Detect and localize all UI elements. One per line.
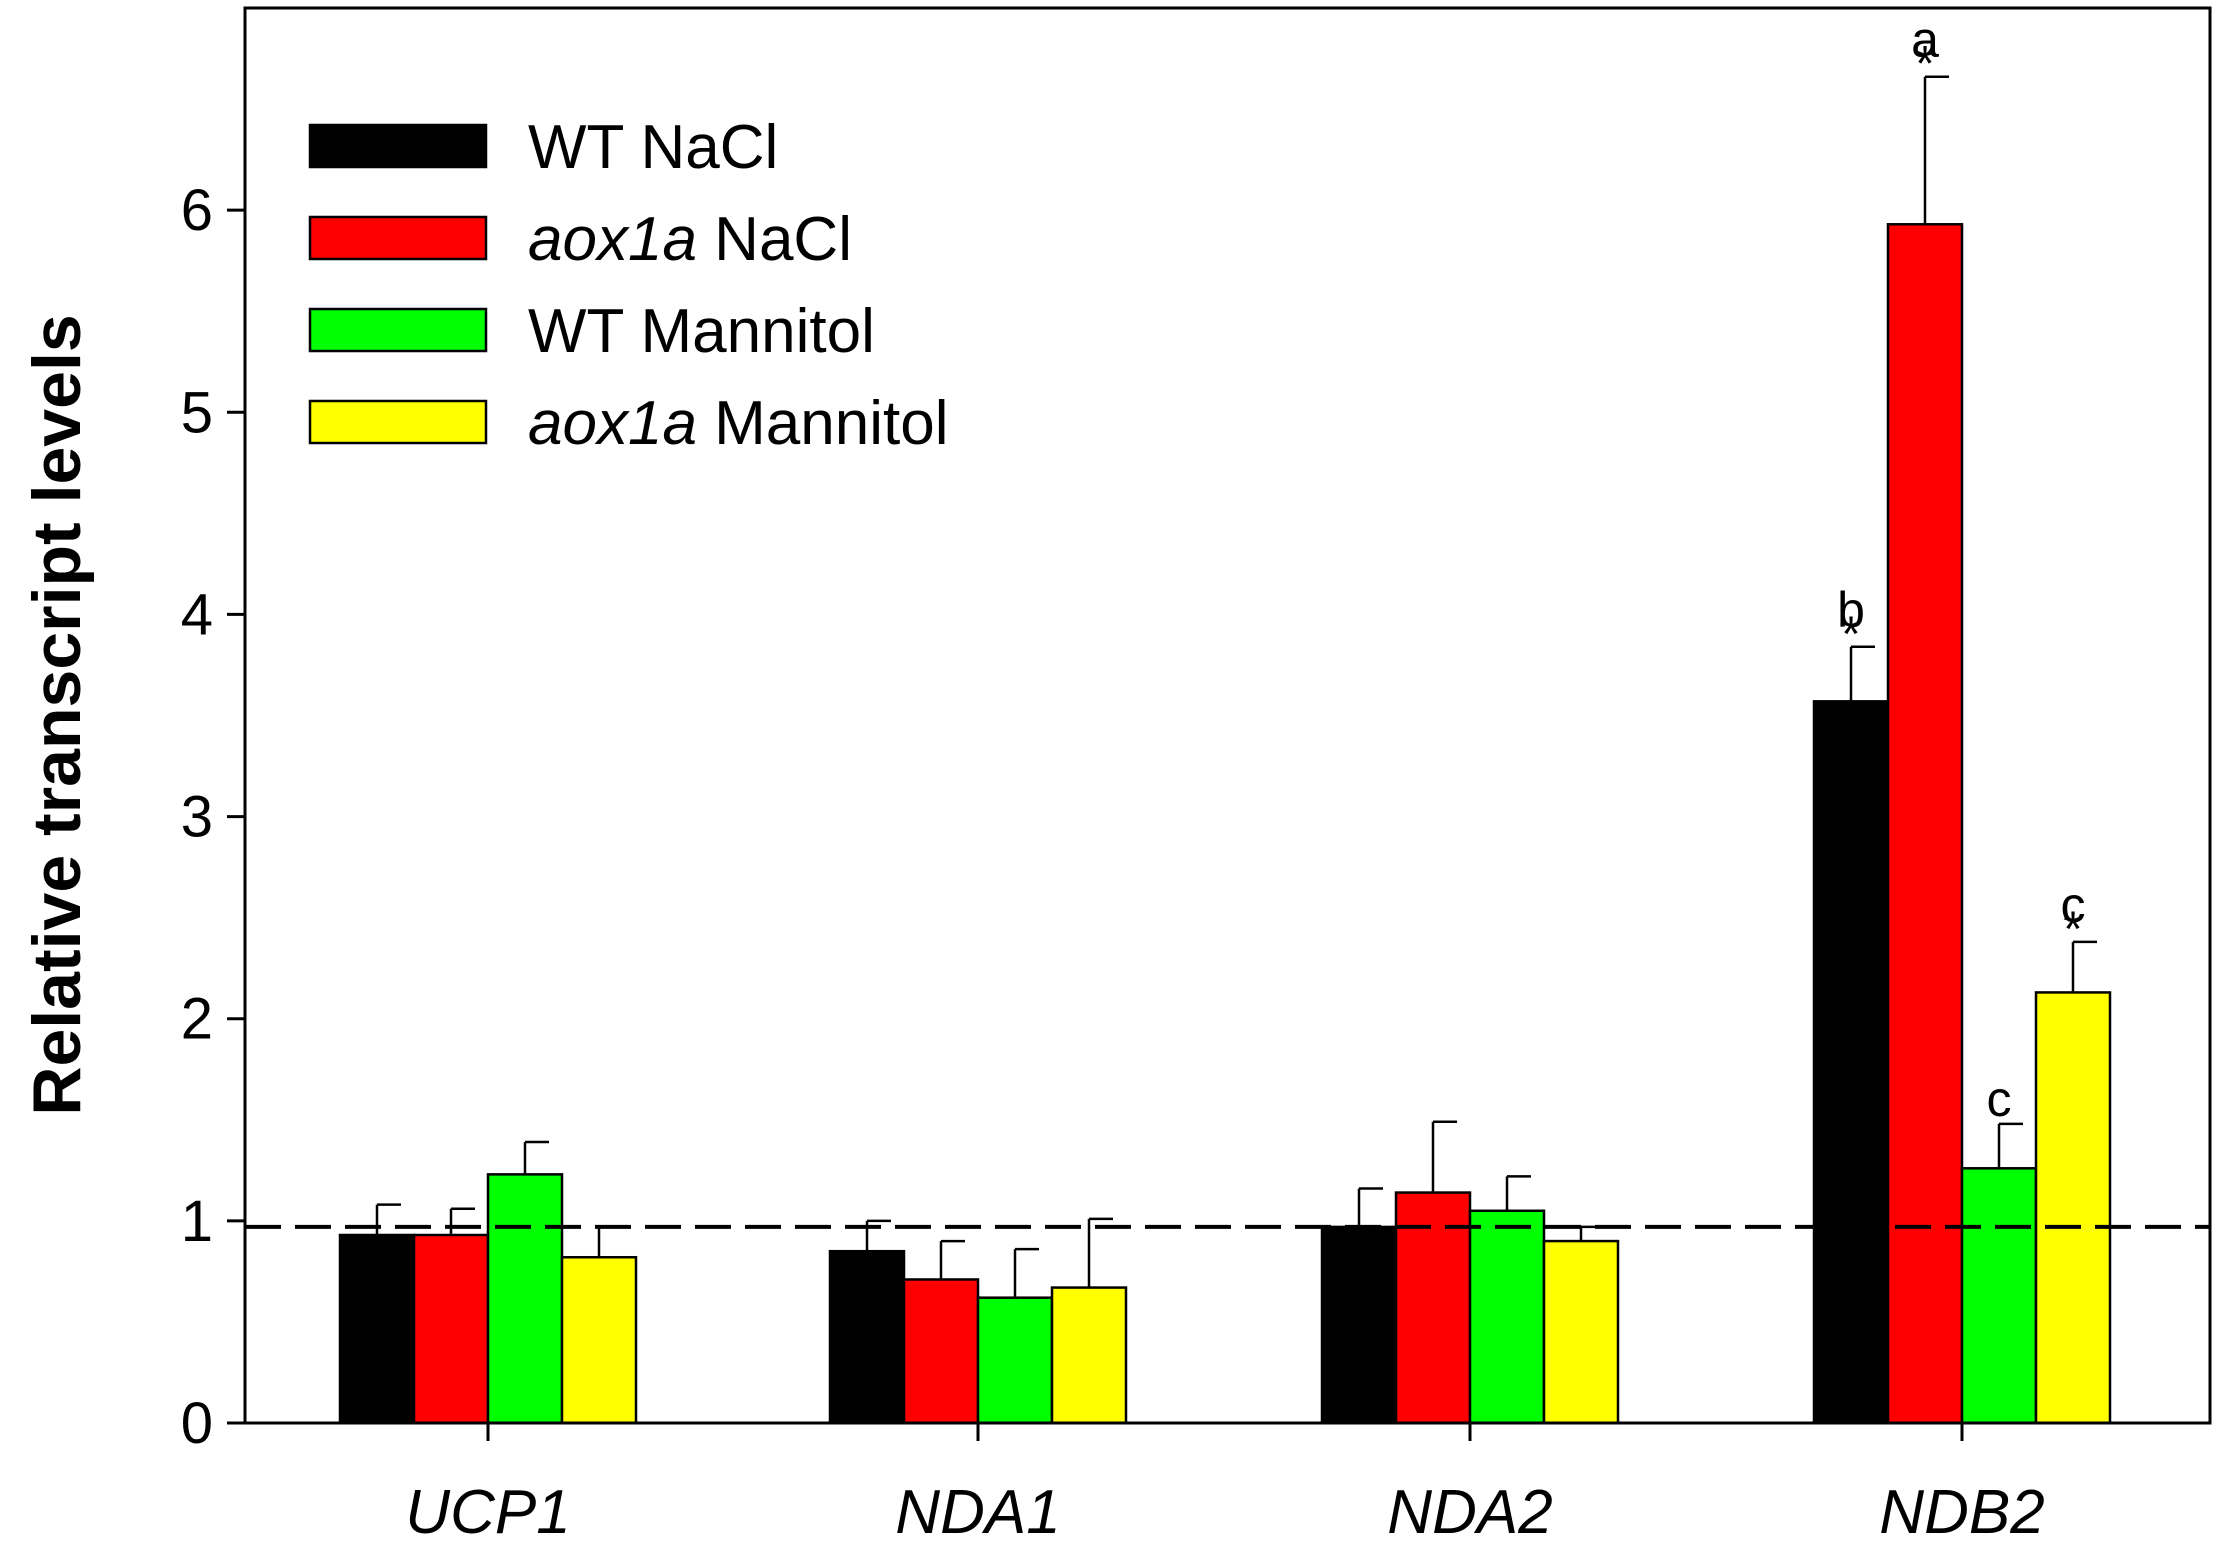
significance-letter: c — [1987, 1071, 2012, 1127]
y-tick-label: 0 — [181, 1391, 213, 1456]
legend-label: WT Mannitol — [528, 297, 875, 366]
legend-label-rest: NaCl — [697, 205, 852, 274]
significance-letter: b — [1837, 582, 1865, 638]
bar-wt-nacl-nda2 — [1320, 1225, 1398, 1425]
bar-wt-mannitol-ndb2 — [1960, 1167, 2038, 1425]
bar-aox1a-nacl-ucp1 — [412, 1233, 490, 1425]
y-tick-label: 1 — [181, 1189, 213, 1254]
bar-aox1a-mannitol-ndb2 — [2034, 991, 2112, 1425]
bar-wt-mannitol-ucp1 — [486, 1173, 564, 1425]
legend-label: aox1a NaCl — [528, 205, 852, 274]
y-tick-label: 4 — [181, 582, 213, 647]
significance-star: * — [1915, 36, 1934, 92]
bar-aox1a-mannitol-nda2 — [1542, 1239, 1620, 1425]
bars-layer — [338, 223, 2112, 1425]
x-category-label: NDB2 — [1879, 1478, 2044, 1547]
y-tick-label: 3 — [181, 785, 213, 850]
bar-aox1a-nacl-nda1 — [902, 1278, 980, 1425]
x-category-label: NDA1 — [895, 1478, 1060, 1547]
legend-swatch — [308, 123, 488, 169]
significance-letter: a — [1911, 12, 1939, 68]
y-axis-title: Relative transcript levels — [19, 314, 95, 1115]
bar-aox1a-mannitol-nda1 — [1050, 1286, 1128, 1425]
bar-aox1a-nacl-ndb2 — [1886, 223, 1964, 1425]
significance-star: * — [2063, 901, 2082, 957]
x-category-label: UCP1 — [405, 1478, 570, 1547]
y-tick-label: 6 — [181, 178, 213, 243]
legend-label: aox1a Mannitol — [528, 389, 949, 458]
y-tick-label: 2 — [181, 987, 213, 1052]
bar-aox1a-mannitol-ucp1 — [560, 1255, 638, 1425]
y-tick-label: 5 — [181, 380, 213, 445]
bar-wt-mannitol-nda2 — [1468, 1209, 1546, 1425]
legend-label: WT NaCl — [528, 113, 778, 182]
legend-label-rest: Mannitol — [697, 389, 949, 458]
legend-swatch — [308, 307, 488, 353]
bar-wt-nacl-ndb2 — [1812, 700, 1890, 1425]
annotations-layer: *b*ac*c — [1837, 12, 2085, 1127]
legend-swatch — [308, 215, 488, 261]
x-category-label: NDA2 — [1387, 1478, 1552, 1547]
legend-label-italic: aox1a — [528, 389, 697, 458]
plot-frame — [243, 6, 2212, 1425]
bar-wt-nacl-nda1 — [828, 1249, 906, 1425]
significance-letter: c — [2061, 877, 2086, 933]
axes-layer: 0 1 2 3 4 5 6 UCP1 NDA1 NDA2 NDB2 — [181, 6, 2212, 1547]
legend: WT NaCl aox1a NaCl WT Mannitol aox1a Mannit… — [308, 113, 949, 458]
legend-label-italic: aox1a — [528, 205, 697, 274]
y-axis-label-layer: Relative transcript levels — [19, 314, 95, 1115]
bar-wt-mannitol-nda1 — [976, 1296, 1054, 1425]
bar-wt-nacl-ucp1 — [338, 1233, 416, 1425]
legend-swatch — [308, 399, 488, 445]
significance-star: * — [1841, 606, 1860, 662]
